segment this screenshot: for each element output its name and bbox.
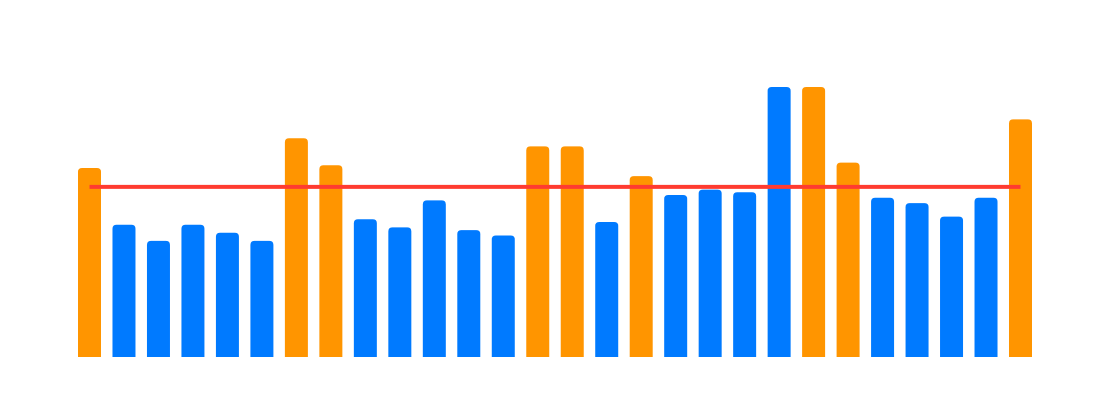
bar-15 <box>560 146 584 357</box>
bar-3 <box>146 240 170 357</box>
bar-6 <box>250 240 274 357</box>
bar-26 <box>940 216 964 357</box>
bar-22 <box>802 87 826 357</box>
bar-16 <box>595 222 619 357</box>
bar-17 <box>629 176 653 357</box>
bar-19 <box>698 189 722 357</box>
bar-7 <box>284 138 308 357</box>
bars-layer <box>78 87 1032 358</box>
bar-4 <box>181 224 205 357</box>
bar-9 <box>353 219 377 357</box>
bar-8 <box>319 165 343 357</box>
bar-23 <box>836 162 860 357</box>
bar-21 <box>767 87 791 357</box>
bar-5 <box>215 232 239 357</box>
bar-14 <box>526 146 550 357</box>
bar-13 <box>491 235 515 357</box>
bar-18 <box>664 195 688 357</box>
bar-1 <box>78 168 101 357</box>
bar-20 <box>733 192 757 357</box>
bar-25 <box>905 203 929 357</box>
bar-12 <box>457 230 481 357</box>
bar-10 <box>388 227 412 357</box>
bar-27 <box>974 197 998 357</box>
bar-11 <box>422 200 446 357</box>
bar-2 <box>112 224 136 357</box>
bar-24 <box>871 197 895 357</box>
bar-28 <box>1009 119 1032 358</box>
